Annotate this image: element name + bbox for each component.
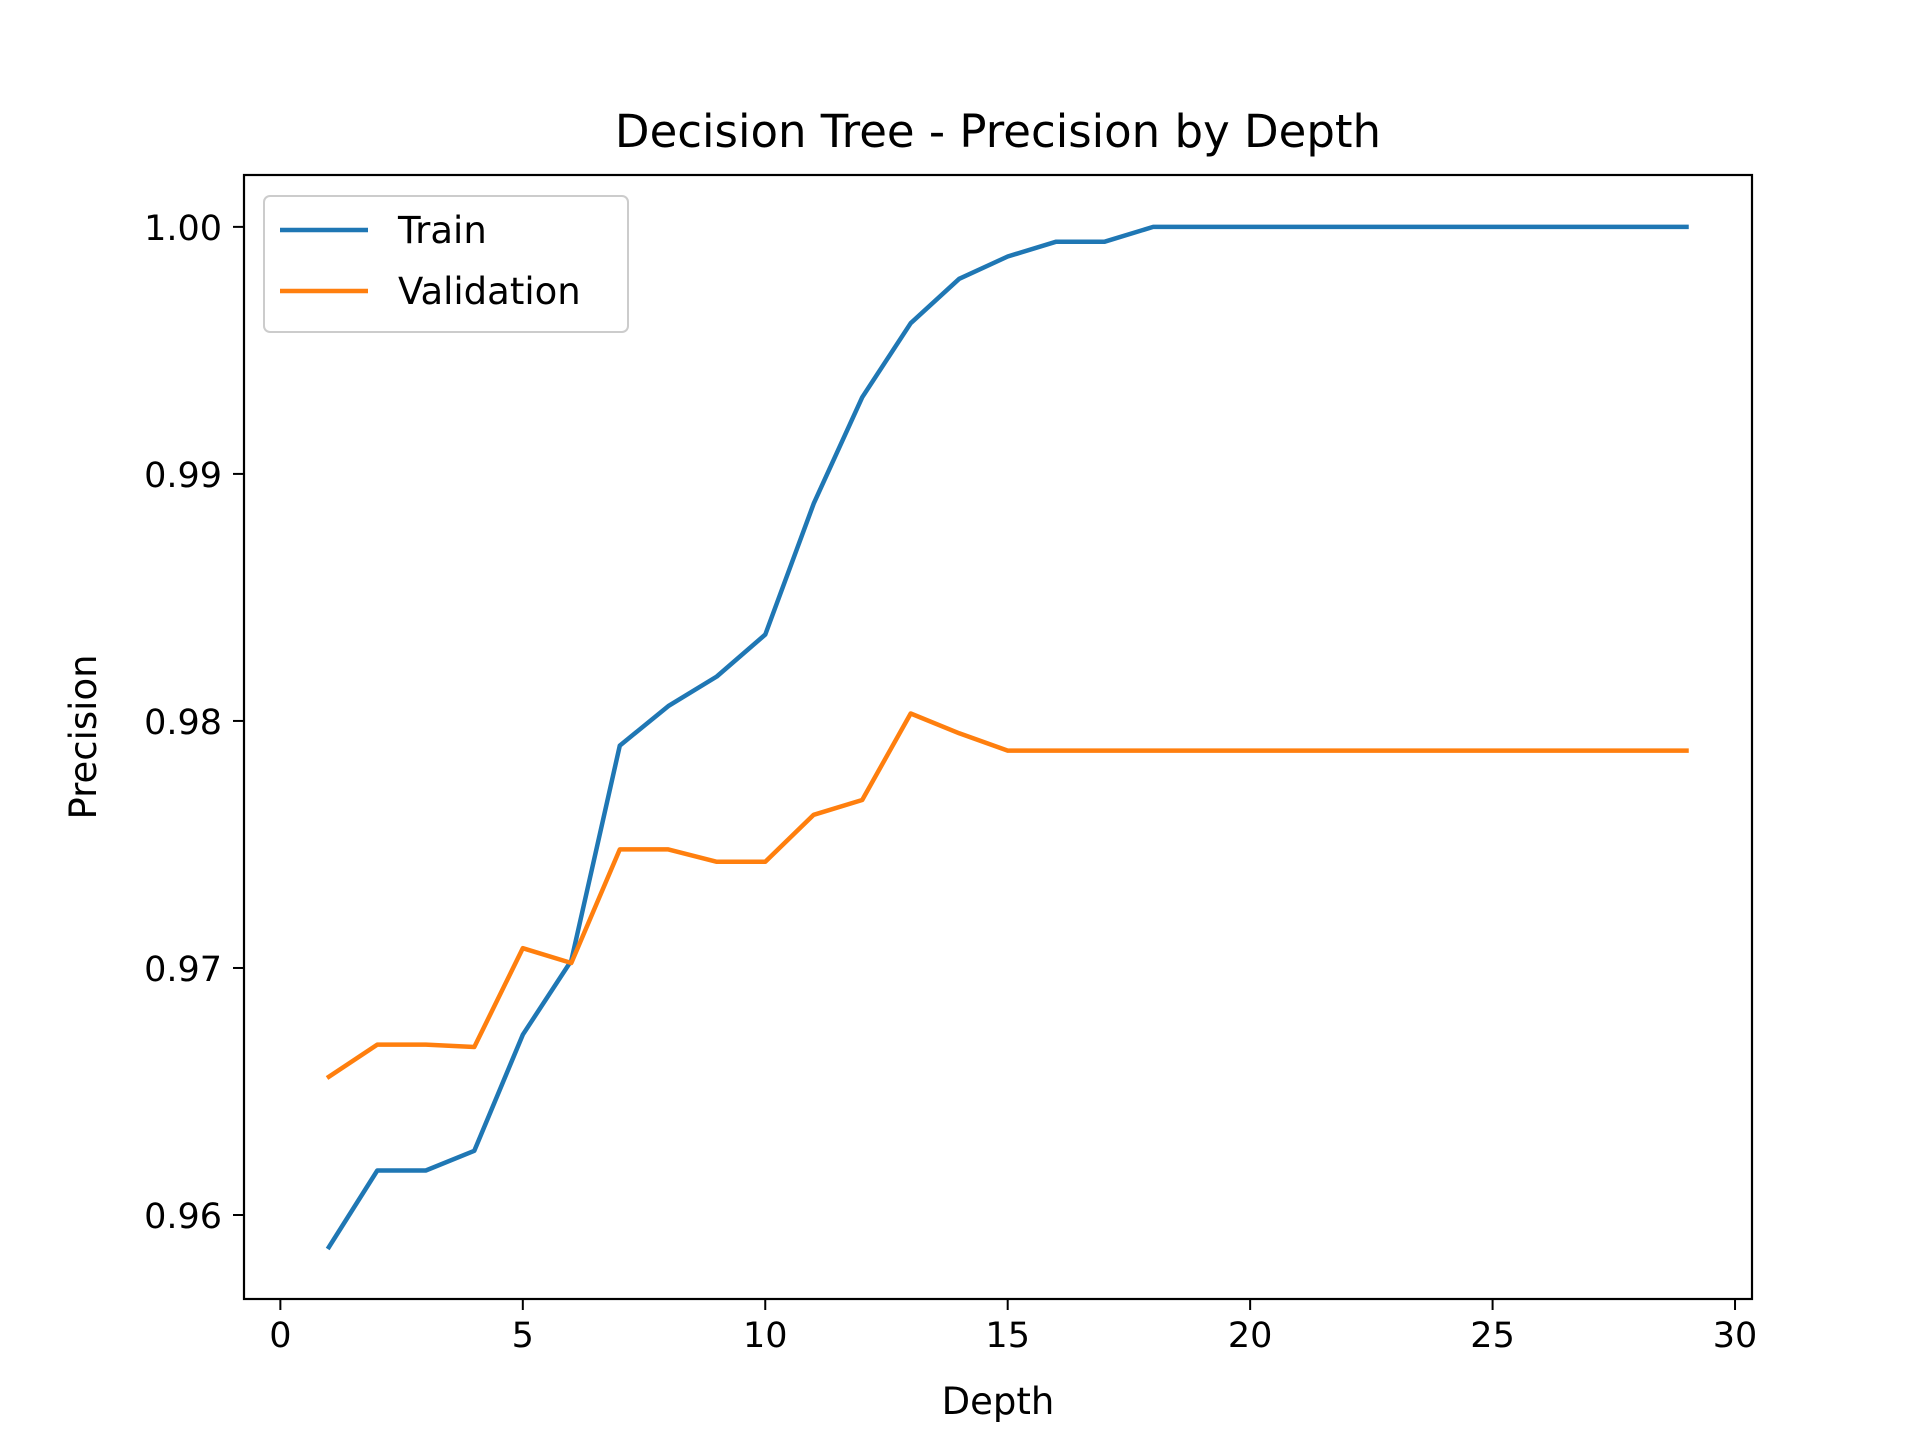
x-tick-label: 30 xyxy=(1713,1316,1758,1356)
x-tick-label: 0 xyxy=(269,1316,291,1356)
y-axis-label: Precision xyxy=(62,654,105,819)
series-line-train xyxy=(325,224,1689,1251)
series-layer xyxy=(325,224,1689,1251)
legend-label-train: Train xyxy=(397,209,487,252)
chart-title: Decision Tree - Precision by Depth xyxy=(615,105,1381,158)
x-tick-label: 15 xyxy=(985,1316,1030,1356)
x-tick-label: 10 xyxy=(743,1316,788,1356)
x-tick-label: 5 xyxy=(512,1316,534,1356)
x-tick-label: 25 xyxy=(1470,1316,1515,1356)
x-axis: 0 5 10 15 20 25 30 xyxy=(269,1299,1757,1356)
series-line-validation xyxy=(325,711,1689,1080)
y-tick-label: 0.99 xyxy=(144,456,222,496)
y-tick-label: 1.00 xyxy=(144,209,222,249)
y-tick-label: 0.97 xyxy=(144,950,222,990)
legend-label-validation: Validation xyxy=(398,270,581,313)
x-tick-label: 20 xyxy=(1228,1316,1273,1356)
y-tick-label: 0.96 xyxy=(144,1197,222,1237)
y-tick-label: 0.98 xyxy=(144,703,222,743)
legend: Train Validation xyxy=(263,195,629,333)
plot-area-frame xyxy=(242,173,1754,1301)
y-axis: 0.96 0.97 0.98 0.99 1.00 xyxy=(144,209,244,1237)
x-axis-label: Depth xyxy=(942,1380,1055,1423)
